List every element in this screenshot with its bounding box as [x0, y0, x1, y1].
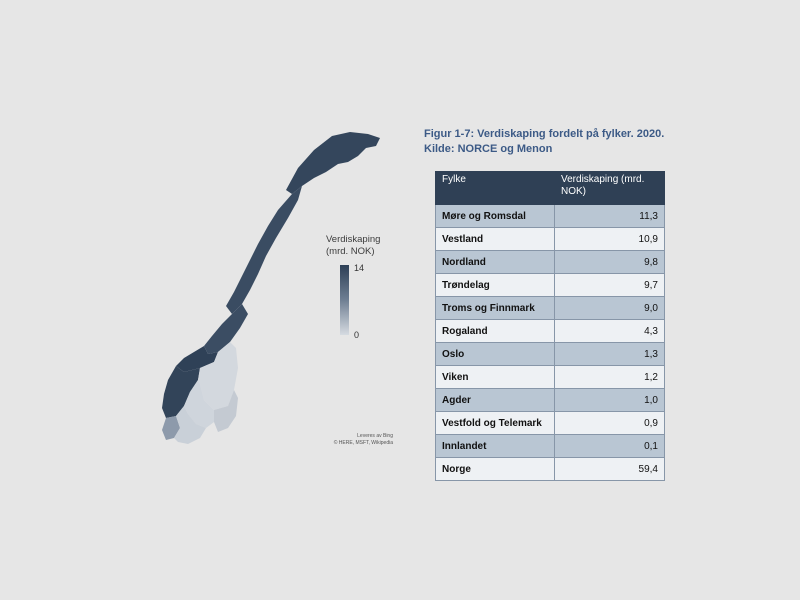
figure-caption: Figur 1-7: Verdiskaping fordelt på fylke…	[424, 128, 665, 155]
cell-verdi: 9,8	[554, 250, 665, 274]
header-verdiskaping: Verdiskaping (mrd. NOK)	[554, 171, 665, 205]
verdiskaping-table: Fylke Verdiskaping (mrd. NOK) Møre og Ro…	[435, 171, 665, 481]
region-innlandet	[198, 342, 238, 410]
cell-verdi: 0,9	[554, 411, 665, 435]
cell-verdi: 1,3	[554, 342, 665, 366]
cell-fylke: Troms og Finnmark	[435, 296, 555, 320]
region-trondelag	[204, 304, 248, 354]
cell-fylke: Innlandet	[435, 434, 555, 458]
region-viken	[214, 390, 238, 432]
table-row: Rogaland 4,3	[435, 319, 665, 343]
cell-fylke: Vestland	[435, 227, 555, 251]
legend-title-line1: Verdiskaping	[326, 234, 381, 245]
table-row: Trøndelag 9,7	[435, 273, 665, 297]
table-row: Oslo 1,3	[435, 342, 665, 366]
cell-verdi: 59,4	[554, 457, 665, 481]
credits-line2: © HERE, MSFT, Wikipedia	[333, 440, 393, 446]
table-row: Viken 1,2	[435, 365, 665, 389]
header-fylke: Fylke	[435, 171, 555, 205]
legend-title-line2: (mrd. NOK)	[326, 246, 375, 257]
cell-fylke: Viken	[435, 365, 555, 389]
cell-verdi: 0,1	[554, 434, 665, 458]
norway-choropleth-map	[118, 128, 418, 458]
cell-verdi: 10,9	[554, 227, 665, 251]
cell-fylke: Møre og Romsdal	[435, 204, 555, 228]
cell-fylke: Trøndelag	[435, 273, 555, 297]
region-agder	[174, 406, 206, 444]
cell-fylke: Norge	[435, 457, 555, 481]
cell-fylke: Rogaland	[435, 319, 555, 343]
map-credits: Leveres av Bing © HERE, MSFT, Wikipedia	[333, 433, 393, 447]
cell-verdi: 4,3	[554, 319, 665, 343]
region-vestland	[162, 366, 200, 418]
cell-fylke: Nordland	[435, 250, 555, 274]
region-more-og-romsdal	[176, 346, 218, 372]
cell-verdi: 9,0	[554, 296, 665, 320]
legend-max-label: 14	[354, 263, 365, 273]
table-row: Troms og Finnmark 9,0	[435, 296, 665, 320]
table-header-row: Fylke Verdiskaping (mrd. NOK)	[435, 171, 665, 205]
table-row: Agder 1,0	[435, 388, 665, 412]
cell-verdi: 9,7	[554, 273, 665, 297]
cell-verdi: 1,0	[554, 388, 665, 412]
cell-fylke: Vestfold og Telemark	[435, 411, 555, 435]
region-troms-og-finnmark	[286, 132, 380, 194]
legend-min-label: 0	[354, 330, 360, 340]
cell-fylke: Oslo	[435, 342, 555, 366]
cell-fylke: Agder	[435, 388, 555, 412]
table-row: Møre og Romsdal 11,3	[435, 204, 665, 228]
table-row: Vestfold og Telemark 0,9	[435, 411, 665, 435]
cell-verdi: 11,3	[554, 204, 665, 228]
cell-verdi: 1,2	[554, 365, 665, 389]
table-row: Vestland 10,9	[435, 227, 665, 251]
table-row-total: Norge 59,4	[435, 457, 665, 481]
region-nordland	[226, 186, 302, 314]
table-row: Nordland 9,8	[435, 250, 665, 274]
region-rogaland	[162, 416, 180, 440]
region-vestfold-og-telemark	[184, 380, 214, 428]
table-row: Innlandet 0,1	[435, 434, 665, 458]
credits-line1: Leveres av Bing	[357, 433, 393, 439]
legend-color-scale	[340, 265, 349, 335]
map-legend: Verdiskaping (mrd. NOK) 14 0	[326, 234, 416, 340]
